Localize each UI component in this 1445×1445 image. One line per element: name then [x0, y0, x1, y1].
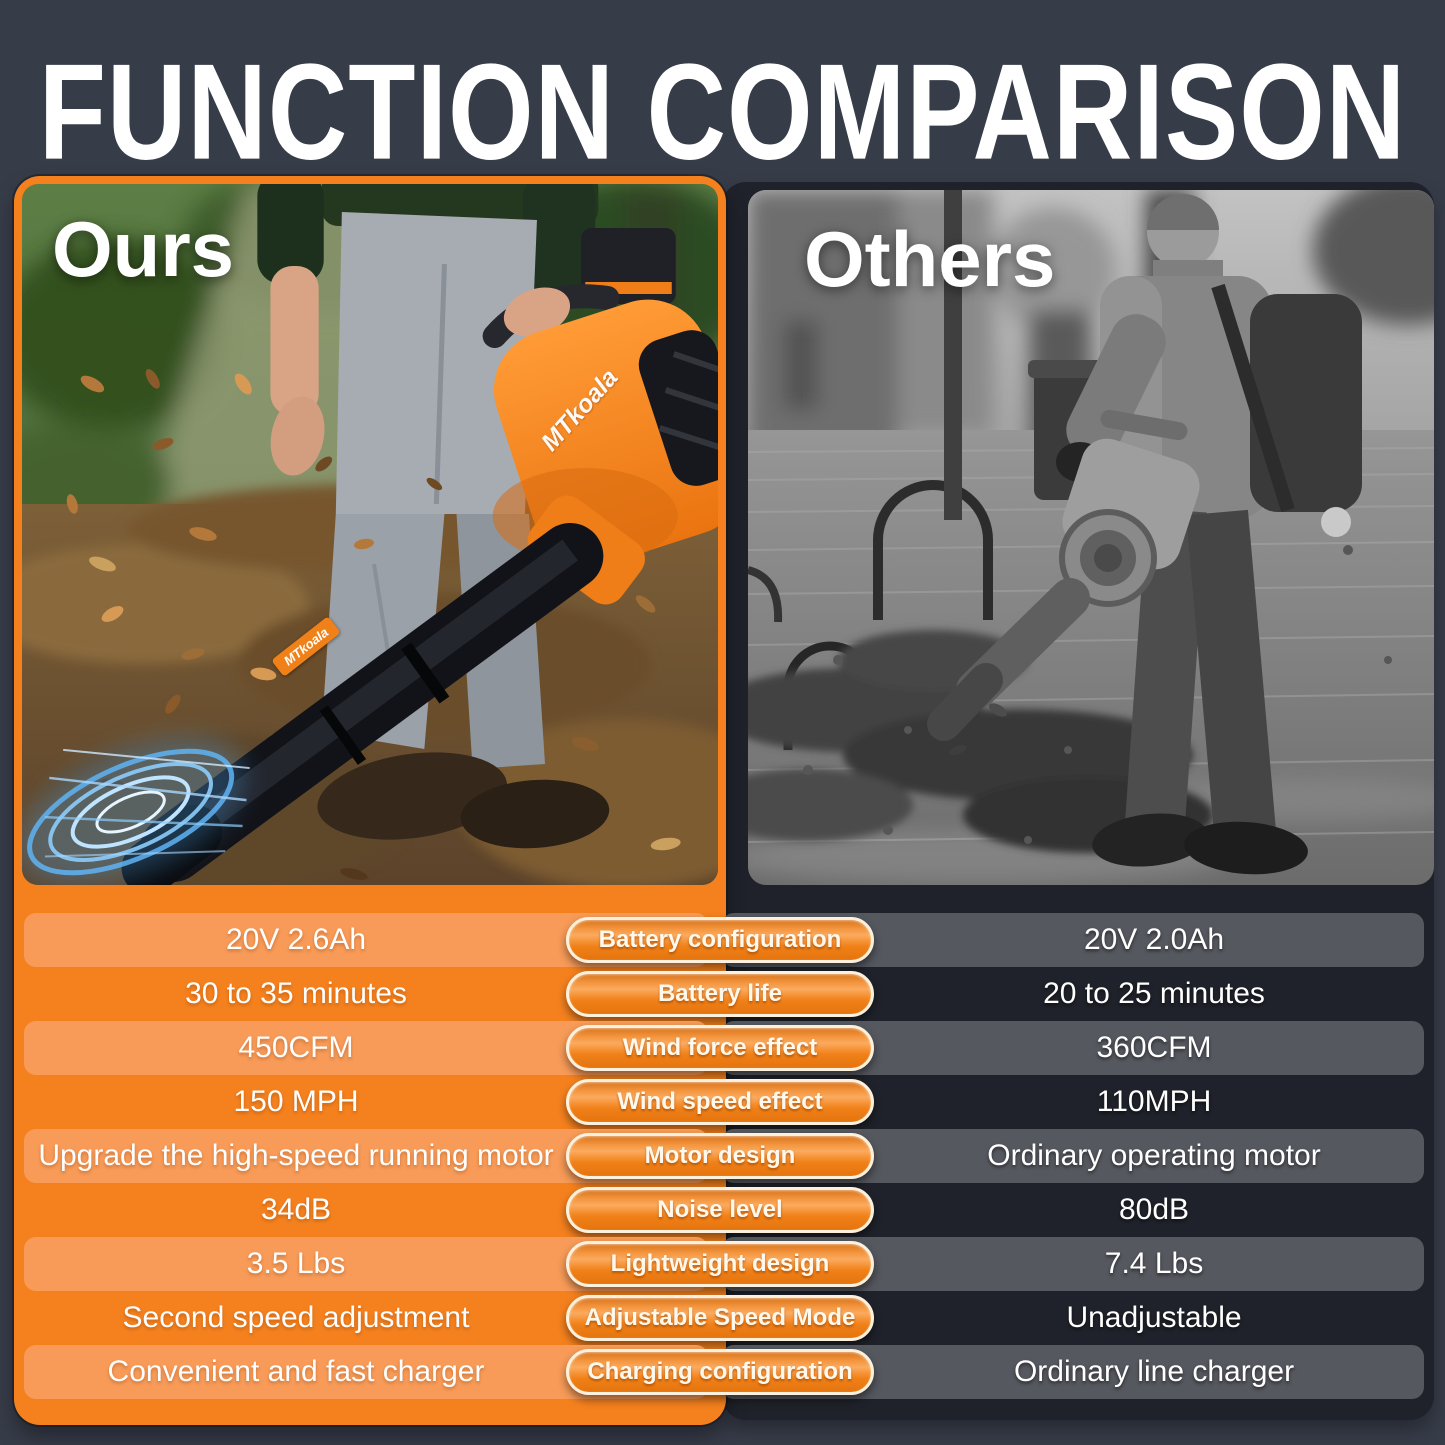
feature-pill: Wind force effect — [566, 1025, 874, 1071]
feature-pill: Battery life — [566, 971, 874, 1017]
ours-photo: Ours MTkoala MTkoala — [22, 184, 718, 885]
others-value: 20 to 25 minutes — [1043, 977, 1265, 1010]
feature-pill: Wind speed effect — [566, 1079, 874, 1125]
feature-pill: Charging configuration — [566, 1349, 874, 1395]
others-photo: Others — [748, 190, 1434, 885]
others-value: Ordinary line charger — [1013, 1355, 1295, 1388]
feature-pill: Battery configuration — [566, 917, 874, 963]
table-row: 150 MPH Wind speed effect 110MPH — [0, 1075, 1445, 1129]
feature-pill: Lightweight design — [566, 1241, 874, 1287]
table-row: Second speed adjustment Adjustable Speed… — [0, 1291, 1445, 1345]
ours-value: Upgrade the high-speed running motor — [38, 1139, 554, 1172]
ours-value: 20V 2.6Ah — [225, 923, 367, 956]
ours-photo-illustration — [22, 184, 718, 885]
comparison-table: 20V 2.6Ah Battery configuration 20V 2.0A… — [0, 913, 1445, 1399]
table-row: Convenient and fast charger Charging con… — [0, 1345, 1445, 1399]
ours-label: Ours — [52, 205, 235, 293]
others-value: Unadjustable — [1066, 1301, 1242, 1334]
ours-value: Second speed adjustment — [122, 1301, 470, 1334]
table-row: 20V 2.6Ah Battery configuration 20V 2.0A… — [0, 913, 1445, 967]
ours-value: 30 to 35 minutes — [185, 977, 407, 1010]
others-value: 20V 2.0Ah — [1083, 923, 1225, 956]
table-row: 3.5 Lbs Lightweight design 7.4 Lbs — [0, 1237, 1445, 1291]
others-value: Ordinary operating motor — [987, 1139, 1321, 1172]
page-title: FUNCTION COMPARISON — [38, 35, 1407, 189]
ours-value: 450CFM — [238, 1031, 354, 1064]
others-label: Others — [804, 215, 1056, 303]
feature-pill: Noise level — [566, 1187, 874, 1233]
ours-panel: Ours MTkoala MTkoala — [14, 176, 726, 1425]
others-panel: Others — [722, 182, 1434, 1420]
others-value: 360CFM — [1096, 1031, 1212, 1064]
table-row: 30 to 35 minutes Battery life 20 to 25 m… — [0, 967, 1445, 1021]
others-value: 110MPH — [1096, 1085, 1212, 1118]
feature-pill: Motor design — [566, 1133, 874, 1179]
table-row: 450CFM Wind force effect 360CFM — [0, 1021, 1445, 1075]
ours-value: 3.5 Lbs — [246, 1247, 346, 1280]
ours-value: Convenient and fast charger — [107, 1355, 485, 1388]
others-value: 7.4 Lbs — [1104, 1247, 1204, 1280]
table-row: Upgrade the high-speed running motor Mot… — [0, 1129, 1445, 1183]
feature-pill: Adjustable Speed Mode — [566, 1295, 874, 1341]
others-photo-illustration — [748, 190, 1434, 885]
table-row: 34dB Noise level 80dB — [0, 1183, 1445, 1237]
others-value: 80dB — [1118, 1193, 1190, 1226]
ours-value: 150 MPH — [233, 1085, 359, 1118]
ours-value: 34dB — [260, 1193, 332, 1226]
